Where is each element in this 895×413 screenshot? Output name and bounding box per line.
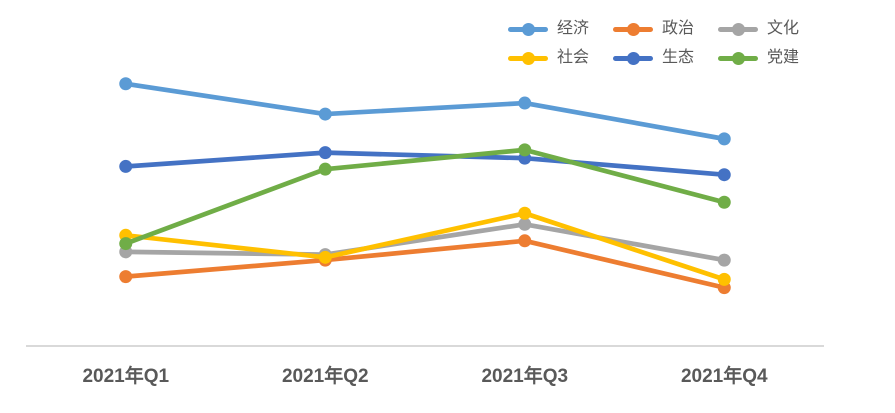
legend-dot-icon bbox=[521, 22, 535, 36]
legend-dot-icon bbox=[521, 51, 535, 65]
legend-line-marker-icon bbox=[613, 22, 654, 36]
series-line-3 bbox=[123, 210, 727, 282]
legend-label-2: 文化 bbox=[767, 20, 800, 37]
legend-item-5: 党建 bbox=[718, 47, 799, 69]
series-0-point-1 bbox=[318, 107, 332, 121]
legend-label-0: 经济 bbox=[557, 20, 590, 37]
legend-line-marker-icon bbox=[718, 22, 759, 36]
series-3-point-2 bbox=[518, 206, 532, 220]
series-line-0 bbox=[123, 81, 727, 142]
x-tick-label-0: 2021年Q1 bbox=[82, 364, 169, 387]
series-3-point-1 bbox=[318, 250, 332, 264]
legend-item-3: 社会 bbox=[508, 47, 589, 69]
series-0-point-3 bbox=[717, 132, 731, 146]
series-5-point-2 bbox=[518, 143, 532, 157]
legend-item-1: 政治 bbox=[613, 18, 694, 40]
legend-line-marker-icon bbox=[613, 51, 654, 65]
series-4-point-1 bbox=[318, 146, 332, 160]
legend-dot-icon bbox=[731, 51, 745, 65]
series-2-point-3 bbox=[717, 253, 731, 267]
legend-line-marker-icon bbox=[718, 51, 759, 65]
series-line-4 bbox=[123, 150, 727, 178]
legend-dot-icon bbox=[626, 22, 640, 36]
legend-dot-icon bbox=[626, 51, 640, 65]
legend-label-4: 生态 bbox=[662, 49, 695, 66]
series-1-point-0 bbox=[119, 270, 133, 284]
x-tick-label-2: 2021年Q3 bbox=[481, 364, 568, 387]
series-3-point-3 bbox=[717, 272, 731, 286]
legend-line-marker-icon bbox=[508, 51, 548, 65]
series-0-point-2 bbox=[518, 96, 532, 110]
legend-line-marker-icon bbox=[508, 22, 548, 36]
series-1-point-2 bbox=[518, 234, 532, 248]
series-2-point-2 bbox=[518, 217, 532, 231]
legend-dot-icon bbox=[731, 22, 745, 36]
series-5-point-3 bbox=[717, 195, 731, 209]
series-4-point-3 bbox=[717, 168, 731, 182]
series-line-2 bbox=[123, 221, 727, 263]
chart-legend: 经济 政治 文化社会 生态 党建 bbox=[508, 18, 799, 69]
legend-item-0: 经济 bbox=[508, 18, 589, 40]
series-0-point-0 bbox=[119, 77, 133, 91]
legend-item-4: 生态 bbox=[613, 47, 694, 69]
legend-label-5: 党建 bbox=[767, 49, 800, 66]
legend-label-3: 社会 bbox=[557, 49, 590, 66]
series-4-point-0 bbox=[119, 159, 133, 173]
legend-label-1: 政治 bbox=[662, 20, 695, 37]
series-5-point-0 bbox=[119, 237, 133, 251]
series-5-point-1 bbox=[318, 162, 332, 176]
x-tick-label-1: 2021年Q2 bbox=[282, 364, 369, 387]
series-line-1 bbox=[123, 238, 727, 290]
x-tick-label-3: 2021年Q4 bbox=[681, 364, 768, 387]
series-line-5 bbox=[123, 147, 727, 246]
legend-item-2: 文化 bbox=[718, 18, 799, 40]
